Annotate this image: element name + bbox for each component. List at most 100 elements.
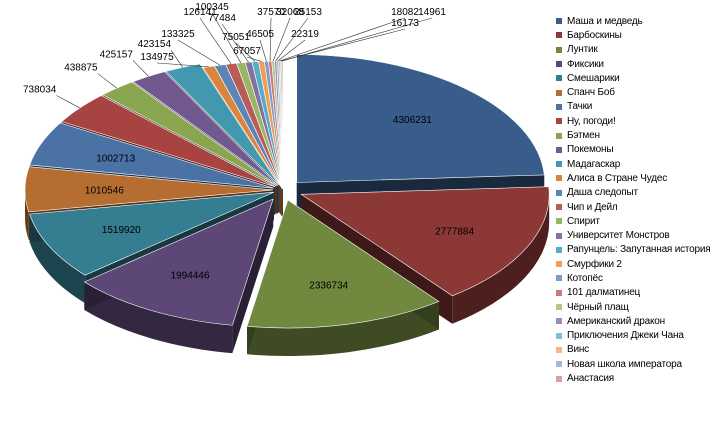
legend-label: Ну, погоди!	[567, 115, 616, 127]
data-label: 77484	[208, 13, 236, 24]
legend-label: Покемоны	[567, 144, 614, 156]
legend-swatch	[556, 232, 562, 239]
legend-label: Университет Монстров	[567, 230, 670, 242]
legend-swatch	[556, 161, 562, 168]
legend-label: Мадагаскар	[567, 158, 621, 170]
data-label: 46505	[246, 29, 274, 40]
leader-line	[279, 17, 406, 62]
data-label: 423154	[138, 39, 172, 50]
legend: Маша и медведь Барбоскины Лунтик Фиксики Сме…	[556, 14, 722, 386]
legend-item: Покемоны	[556, 143, 722, 157]
legend-label: Новая школа императора	[567, 358, 682, 370]
data-label: 1519920	[102, 225, 141, 236]
legend-item: Американский дракон	[556, 314, 722, 328]
legend-label: Чёрный плащ	[567, 301, 629, 313]
slice-6	[24, 166, 274, 213]
pie-tops	[24, 54, 550, 329]
slice-side	[452, 194, 550, 324]
slice-side	[84, 281, 233, 354]
data-label: 134975	[140, 52, 174, 63]
legend-swatch	[556, 318, 562, 325]
label-leaders	[56, 12, 433, 109]
data-label: 425157	[100, 49, 134, 60]
data-label: 738034	[23, 84, 57, 95]
data-label: 25153	[294, 7, 322, 18]
legend-swatch	[556, 32, 562, 39]
slice-9	[101, 81, 277, 187]
legend-label: Котопёс	[567, 272, 603, 284]
legend-swatch	[556, 361, 562, 368]
legend-swatch	[556, 304, 562, 311]
slice-7	[29, 122, 274, 189]
legend-label: 101 далматинец	[567, 287, 641, 299]
legend-item: Даша следопыт	[556, 186, 722, 200]
data-label: 1010546	[85, 186, 124, 197]
legend-label: Тачки	[567, 101, 593, 113]
data-label: 67057	[233, 46, 261, 57]
data-label: 133325	[161, 29, 195, 40]
legend-item: Новая школа императора	[556, 357, 722, 371]
leader-line	[199, 17, 232, 64]
legend-item: Винс	[556, 343, 722, 357]
leader-line	[259, 39, 267, 62]
legend-item: Анастасия	[556, 371, 722, 385]
legend-label: Барбоскины	[567, 29, 622, 41]
legend-item: Университет Монстров	[556, 228, 722, 242]
slice-side	[247, 301, 439, 357]
legend-item: Приключения Джеки Чана	[556, 329, 722, 343]
data-labels: 4306231 2777884 2336734 1994446 1519920 10105…	[23, 2, 475, 291]
legend-label: Маша и медведь	[567, 15, 643, 27]
data-label: 1002713	[96, 154, 135, 165]
data-label: 32068	[276, 7, 304, 18]
legend-swatch	[556, 75, 562, 82]
legend-label: Даша следопыт	[567, 187, 638, 199]
legend-swatch	[556, 346, 562, 353]
legend-swatch	[556, 275, 562, 282]
data-label: 126141	[183, 7, 217, 18]
pie-chart: 4306231 2777884 2336734 1994446 1519920 10105…	[23, 2, 550, 357]
leader-line	[272, 17, 291, 62]
leader-line	[269, 17, 272, 62]
legend-label: Спанч Боб	[567, 87, 615, 99]
leader-line	[282, 17, 433, 62]
legend-item: Рапунцель: Запутанная история	[556, 243, 722, 257]
legend-label: Приключения Джеки Чана	[567, 330, 684, 342]
legend-label: Фиксики	[567, 58, 604, 70]
data-label: 4306231	[393, 115, 432, 126]
data-label: 2777884	[435, 226, 474, 237]
slice-side	[29, 214, 86, 304]
legend-item: 101 далматинец	[556, 286, 722, 300]
leader-line	[246, 56, 262, 62]
slice-cut-face	[232, 198, 274, 354]
legend-swatch	[556, 218, 562, 225]
legend-swatch	[556, 246, 562, 253]
legend-label: Смурфики 2	[567, 258, 622, 270]
leader-line	[277, 39, 306, 62]
legend-label: Спирит	[567, 215, 600, 227]
slice-3	[246, 199, 440, 329]
legend-label: Смешарики	[567, 72, 620, 84]
legend-swatch	[556, 146, 562, 153]
data-label: 438875	[64, 62, 98, 73]
legend-item: Чёрный плащ	[556, 300, 722, 314]
data-label: 22319	[291, 29, 319, 40]
data-label: 100345	[195, 2, 229, 13]
legend-swatch	[556, 289, 562, 296]
legend-label: Винс	[567, 344, 589, 356]
legend-item: Тачки	[556, 100, 722, 114]
leader-line	[56, 95, 80, 109]
data-label: 2336734	[309, 280, 348, 291]
legend-item: Ну, погоди!	[556, 114, 722, 128]
legend-swatch	[556, 261, 562, 268]
slice-5	[29, 191, 275, 276]
legend-swatch	[556, 375, 562, 382]
legend-swatch	[556, 46, 562, 53]
leader-line	[156, 62, 209, 68]
legend-label: Рапунцель: Запутанная история	[567, 244, 711, 256]
data-label: 14961	[418, 7, 446, 18]
leader-line	[221, 23, 249, 63]
slice-1	[296, 54, 545, 183]
legend-item: Спирит	[556, 214, 722, 228]
slice-4	[83, 198, 274, 326]
